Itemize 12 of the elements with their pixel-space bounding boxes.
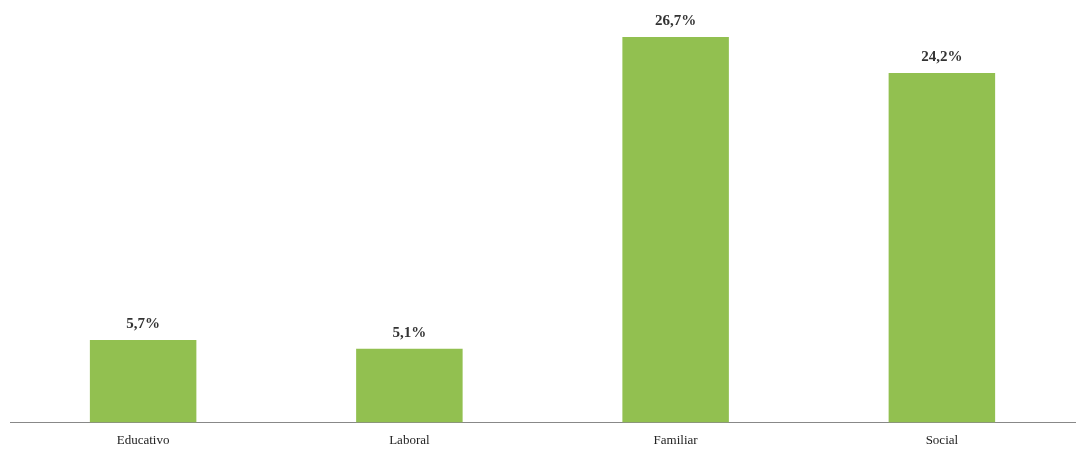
x-tick-label: Social <box>925 431 959 447</box>
x-tick-label: Laboral <box>389 431 430 447</box>
bar <box>356 348 463 423</box>
bar <box>888 73 996 423</box>
data-label: 26,7% <box>655 12 697 29</box>
data-label: 5,7% <box>126 315 160 332</box>
x-tick-label: Educativo <box>116 431 170 447</box>
bar <box>89 340 197 423</box>
bar <box>622 37 729 423</box>
data-label: 5,1% <box>392 324 427 341</box>
data-label: 24,2% <box>921 48 963 65</box>
x-tick-label: Familiar <box>653 431 699 447</box>
